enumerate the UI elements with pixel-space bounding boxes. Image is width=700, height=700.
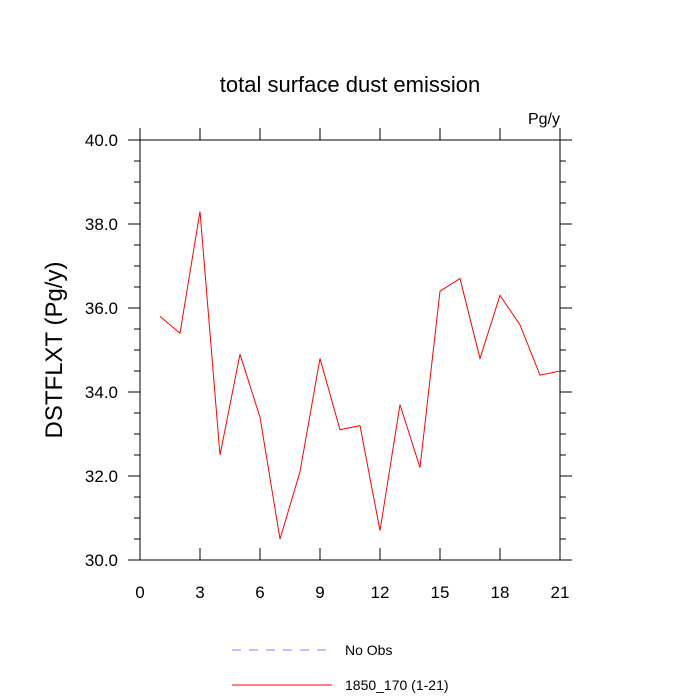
chart-title: total surface dust emission <box>220 72 480 97</box>
y-axis-label: DSTFLXT (Pg/y) <box>41 262 68 439</box>
plot-frame <box>139 139 561 561</box>
series-line <box>159 211 561 540</box>
legend-label: 1850_170 (1-21) <box>345 677 449 693</box>
tick-labels: 0 3 6 9 12 15 18 21 30.0 32.0 34.0 36.0 38.0 40.0 <box>85 131 570 602</box>
y-tick-label: 32.0 <box>85 467 118 486</box>
x-tick-label: 6 <box>255 583 264 602</box>
x-tick-label: 18 <box>491 583 510 602</box>
y-tick-label: 34.0 <box>85 383 118 402</box>
x-tick-label: 21 <box>551 583 570 602</box>
x-tick-label: 15 <box>431 583 450 602</box>
y-tick-label: 40.0 <box>85 131 118 150</box>
axis-ticks <box>128 128 572 561</box>
x-tick-label: 0 <box>135 583 144 602</box>
y-tick-label: 36.0 <box>85 299 118 318</box>
x-tick-label: 3 <box>195 583 204 602</box>
legend-label: No Obs <box>345 642 392 658</box>
series-lines <box>159 211 561 540</box>
units-label: Pg/y <box>528 111 560 128</box>
y-tick-label: 38.0 <box>85 215 118 234</box>
y-tick-label: 30.0 <box>85 551 118 570</box>
legend: No Obs 1850_170 (1-21) <box>232 642 449 693</box>
x-tick-label: 12 <box>371 583 390 602</box>
x-tick-label: 9 <box>315 583 324 602</box>
